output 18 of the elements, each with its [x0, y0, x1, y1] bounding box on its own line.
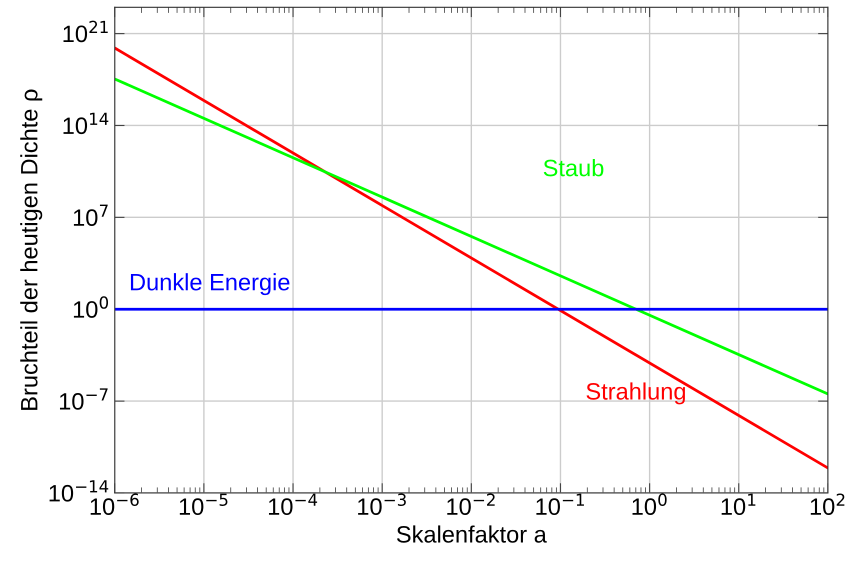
x-axis-title: Skalenfaktor a [396, 525, 547, 543]
x-tick-label: 10$^{−5}$ [180, 494, 228, 516]
y-tick-label: 10$^{14}$ [64, 112, 108, 134]
x-tick-label: 10$^{1}$ [722, 494, 756, 516]
y-tick-label: 10$^{0}$ [74, 296, 108, 318]
x-tick-label: 10$^{−1}$ [536, 494, 584, 516]
x-tick-label: 10$^{0}$ [632, 493, 667, 516]
y-tick-label: 10$^{21}$ [64, 20, 108, 42]
text: Staub [544, 159, 604, 176]
y-axis-title: Bruchteil der heutigen Dichte ρ [20, 90, 42, 410]
y-tick-label: 10$^{−7}$ [60, 388, 108, 410]
x-tick-label: 10$^{−3}$ [358, 493, 406, 516]
series-label: Strahlung [586, 382, 685, 404]
y-tick-label: 10$^{7}$ [74, 204, 108, 226]
x-tick-label: 10$^{2}$ [810, 493, 844, 516]
x-tick-label: 10$^{−2}$ [447, 493, 495, 516]
x-tick-label: 10$^{−4}$ [268, 494, 318, 516]
series-label: Dunkle Energie [130, 273, 290, 296]
